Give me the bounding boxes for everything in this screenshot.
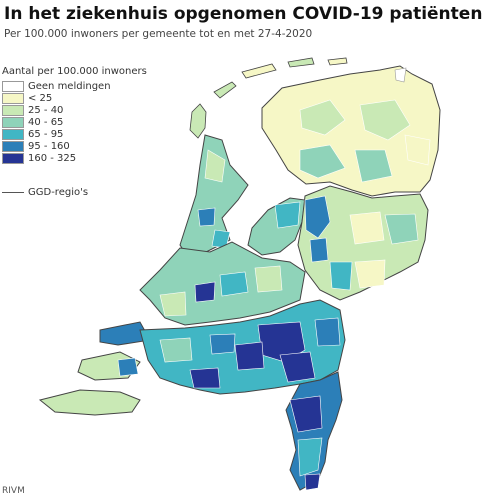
legend-swatch — [2, 140, 24, 152]
area-east-3 — [349, 211, 385, 245]
map-subtitle: Per 100.000 inwoners per gemeente tot en… — [4, 28, 313, 40]
island-texel — [189, 103, 207, 139]
legend-swatch — [2, 80, 24, 92]
source-label: RIVM — [2, 486, 25, 496]
legend-swatch — [2, 128, 24, 140]
area-north-4 — [354, 149, 393, 183]
area-nh-1 — [204, 149, 226, 183]
area-nb-7 — [314, 317, 341, 347]
area-limburg-2 — [297, 437, 323, 477]
area-north-3 — [299, 144, 346, 179]
legend-item-65-95: 65 - 95 — [2, 128, 147, 140]
area-east-2 — [309, 237, 329, 263]
area-zh-2 — [219, 271, 249, 297]
area-north-2 — [359, 99, 411, 141]
island-schiermonnikoog — [327, 57, 348, 66]
area-east-5 — [354, 259, 386, 289]
area-limburg-3 — [304, 473, 321, 491]
legend-item-lt-25: < 25 — [2, 92, 147, 104]
area-zh-4 — [159, 291, 187, 317]
legend-label: 95 - 160 — [28, 140, 70, 152]
legend-swatch — [2, 92, 24, 104]
legend-label: Geen meldingen — [28, 80, 111, 92]
legend-swatch — [2, 152, 24, 164]
area-east-1 — [304, 195, 331, 239]
area-north-1 — [299, 99, 346, 136]
area-east-6 — [329, 261, 353, 291]
area-nb-4 — [189, 367, 221, 389]
legend-swatch — [2, 104, 24, 116]
legend-item-95-160: 95 - 160 — [2, 140, 147, 152]
area-flevo-1 — [274, 201, 301, 229]
legend-item-25-40: 25 - 40 — [2, 104, 147, 116]
area-limburg-1 — [289, 395, 323, 433]
area-nh-2 — [197, 207, 216, 227]
legend-label: 40 - 65 — [28, 116, 64, 128]
area-nb-5 — [159, 337, 193, 363]
island-vlieland — [213, 81, 237, 99]
region-zeeland-south — [38, 389, 141, 416]
legend: Aantal per 100.000 inwoners Geen melding… — [2, 66, 147, 164]
area-nb-2 — [234, 341, 265, 371]
legend-label: < 25 — [28, 92, 53, 104]
legend-item-geen-meldingen: Geen meldingen — [2, 80, 147, 92]
legend-swatch — [2, 116, 24, 128]
legend-region-label: GGD-regio's — [28, 187, 89, 198]
legend-label: 25 - 40 — [28, 104, 64, 116]
area-nb-6 — [209, 333, 236, 355]
legend-region-line: GGD-regio's — [2, 187, 88, 198]
island-ameland — [287, 57, 315, 68]
region-north — [261, 65, 441, 197]
area-zh-1 — [194, 281, 216, 303]
area-north-6 — [404, 134, 431, 166]
region-limburg — [285, 371, 343, 491]
legend-item-40-65: 40 - 65 — [2, 116, 147, 128]
legend-label: 65 - 95 — [28, 128, 64, 140]
region-zeeland-north — [99, 321, 151, 346]
area-zh-3 — [254, 265, 283, 293]
map-title: In het ziekenhuis opgenomen COVID-19 pat… — [4, 4, 483, 24]
area-nb-3 — [279, 351, 316, 383]
area-north-5 — [394, 67, 407, 83]
island-terschelling — [241, 63, 277, 79]
region-line-symbol — [2, 192, 24, 193]
legend-item-160-325: 160 - 325 — [2, 152, 147, 164]
area-zeeland-1 — [117, 357, 139, 377]
area-east-4 — [384, 213, 419, 245]
legend-label: 160 - 325 — [28, 152, 77, 164]
legend-title: Aantal per 100.000 inwoners — [2, 66, 147, 77]
